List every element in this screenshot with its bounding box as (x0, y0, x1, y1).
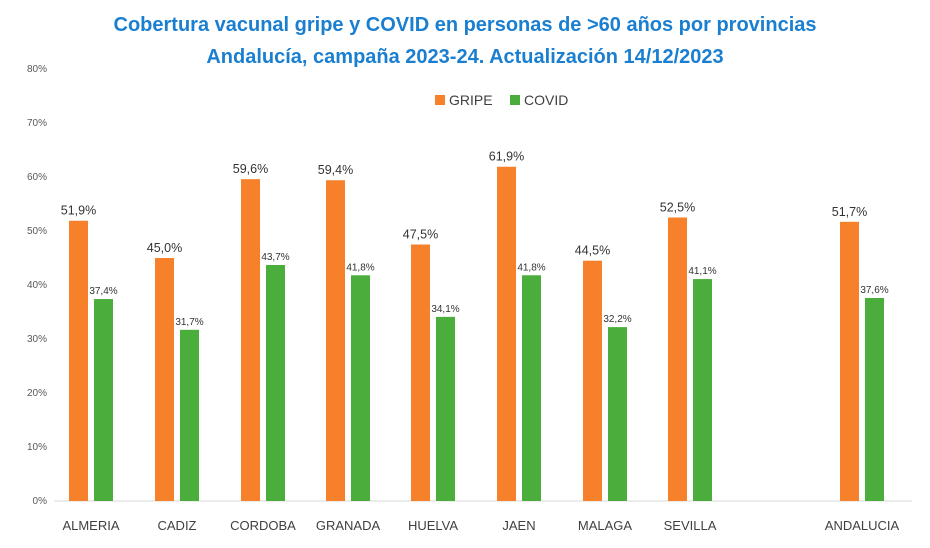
bar-gripe (241, 179, 260, 501)
data-label-covid: 41,8% (346, 262, 374, 273)
x-tick-label: HUELVA (408, 518, 458, 533)
x-tick-label: ANDALUCIA (825, 518, 900, 533)
data-label-gripe: 59,4% (318, 163, 353, 177)
bar-covid (608, 327, 627, 501)
y-tick-label: 20% (27, 388, 47, 399)
y-tick-label: 70% (27, 118, 47, 129)
bar-covid (94, 299, 113, 501)
title-text: Cobertura vacunal gripe y COVID en perso… (113, 14, 817, 36)
y-tick-label: 10% (27, 442, 47, 453)
bar-gripe (583, 260, 602, 501)
bar-gripe (155, 258, 174, 501)
x-tick-label: ALMERIA (62, 518, 119, 533)
data-label-covid: 37,6% (860, 285, 888, 296)
chart-subtitle: Andalucía, campaña 2023-24. Actualizació… (0, 46, 930, 69)
y-tick-label: 80% (27, 64, 47, 75)
data-label-gripe: 52,5% (660, 201, 695, 215)
x-tick-label: MALAGA (578, 518, 633, 533)
bar-gripe (411, 244, 430, 501)
data-label-covid: 31,7% (175, 317, 203, 328)
legend-label-covid: COVID (524, 92, 568, 108)
legend-swatch-covid (510, 95, 520, 105)
x-tick-label: SEVILLA (664, 518, 717, 533)
bar-gripe (326, 180, 345, 502)
bar-gripe (69, 220, 88, 502)
bar-covid (865, 297, 884, 501)
data-label-gripe: 44,5% (575, 244, 610, 258)
x-tick-label: JAEN (502, 518, 535, 533)
data-label-covid: 41,1% (688, 266, 716, 277)
y-tick-label: 50% (27, 226, 47, 237)
bar-covid (522, 275, 541, 501)
x-tick-label: CORDOBA (230, 518, 296, 533)
legend-swatch-gripe (435, 95, 445, 105)
legend-label-gripe: GRIPE (449, 92, 493, 108)
data-label-covid: 41,8% (517, 262, 545, 273)
data-label-covid: 34,1% (431, 304, 459, 315)
bar-covid (693, 279, 712, 501)
x-tick-label: CADIZ (158, 518, 197, 533)
data-label-gripe: 47,5% (403, 228, 438, 242)
data-label-covid: 37,4% (89, 286, 117, 297)
bar-gripe (497, 166, 516, 502)
y-tick-label: 60% (27, 172, 47, 183)
bar-gripe (668, 217, 687, 501)
data-label-gripe: 51,7% (832, 205, 867, 219)
data-label-gripe: 51,9% (61, 204, 96, 218)
data-label-covid: 43,7% (261, 252, 289, 263)
y-tick-label: 40% (27, 280, 47, 291)
data-label-gripe: 61,9% (489, 150, 524, 164)
bar-gripe (840, 221, 859, 501)
y-tick-label: 30% (27, 334, 47, 345)
data-label-gripe: 45,0% (147, 241, 182, 255)
bar-covid (351, 275, 370, 501)
bar-covid (180, 329, 199, 501)
y-tick-label: 0% (33, 496, 48, 507)
bar-covid (266, 265, 285, 501)
data-label-covid: 32,2% (603, 314, 631, 325)
x-tick-label: GRANADA (316, 518, 381, 533)
subtitle-text: Andalucía, campaña 2023-24. Actualizació… (206, 46, 724, 68)
data-label-gripe: 59,6% (233, 162, 268, 176)
chart-title: Cobertura vacunal gripe y COVID en perso… (0, 14, 930, 37)
bar-covid (436, 316, 455, 501)
